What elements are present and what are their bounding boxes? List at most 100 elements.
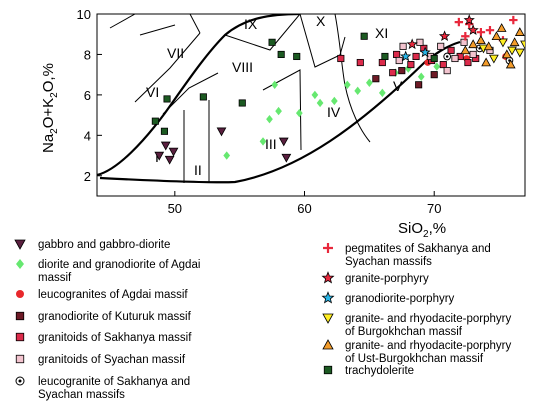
field-boundaries [97,14,461,184]
boundary-vi-vii [134,32,201,103]
data-point [509,37,520,47]
plot-frame [96,13,526,197]
boundary-viii-ix [189,14,201,34]
y-tick-label: 10 [77,7,91,22]
data-point [168,147,179,157]
data-point [337,54,345,63]
data-point [514,48,525,58]
legend-item: diorite and granodiorite of Agdai massif [16,259,200,284]
legend-label: gabbro and gabbro-diorite [38,239,170,251]
y-axis-title-part-2: 2 [49,128,60,134]
field-label-i: I [155,149,159,165]
data-point [433,62,441,71]
data-point [438,30,451,42]
data-point [163,95,171,103]
data-point [293,52,301,61]
data-point [372,75,380,83]
data-point [316,98,324,108]
data-point [278,137,289,147]
y-tick-label: 6 [84,88,91,103]
data-point [488,54,499,64]
legend: gabbro and gabbro-diorite diorite and gra… [14,239,511,401]
y-tick-label: 2 [84,169,91,184]
data-point [366,78,373,87]
legend-label: granodiorite-porphyry [345,293,455,305]
legend-item: granite- and rhyodacite-porphyry of Burgo… [322,313,511,338]
legend-marker [15,354,25,364]
data-point [501,49,512,59]
data-point [476,35,486,45]
data-point [483,41,494,51]
data-point [281,153,292,163]
data-point [451,54,459,63]
field-label-vii: VII [167,45,184,61]
data-point [496,23,507,32]
y-axis-title-part-4: 2 [49,92,60,98]
x-axis-ticks: 50 60 70 [168,191,441,216]
x-tick-label: 60 [297,201,311,216]
data-point [464,58,472,67]
data-point [360,32,368,40]
legend-item: trachydolerite [323,365,414,377]
legend-marker [15,332,25,342]
data-point [154,151,165,161]
data-point [514,27,525,36]
data-point [406,38,418,50]
boundary-vii [139,24,176,36]
field-label-viii: VIII [232,59,253,75]
legend-label: trachydolerite [345,365,414,377]
legend-item: gabbro and gabbro-diorite [14,239,170,251]
legend-marker [14,239,26,250]
data-point [416,38,424,46]
legend-item: granite- and rhyodacite-porphyry of Ust-B… [322,339,511,365]
boundary-vii-viii [162,72,219,115]
legend-marker [322,339,334,350]
data-point [259,137,267,146]
field-label-v: V [393,78,403,94]
data-point [419,46,431,58]
data-point [271,80,279,89]
data-point [509,15,518,25]
boundary-ix [109,14,136,29]
data-point [461,32,470,41]
data-point [378,88,386,98]
data-point [151,117,159,125]
data-point [412,52,420,61]
field-labels: I II III IV V VI VII VIII IX X XI [146,13,403,178]
data-point [199,93,207,101]
data-point [378,58,386,67]
field-label-ix: IX [244,16,258,32]
legend-marker [321,271,335,284]
legend-marker [323,243,333,253]
legend-marker [15,311,25,321]
data-point [160,127,168,135]
data-point [417,72,425,81]
data-point [469,50,477,58]
legend-label: leucogranite of Sakhanya and Syachan mass… [38,376,190,401]
data-point [399,42,407,50]
legend-label: leucogranites of Agdai massif [38,289,188,301]
x-axis-title-main: SiO [398,220,423,237]
field-label-iv: IV [327,104,341,120]
legend-item: granodiorite of Kuturuk massif [15,311,192,323]
field-label-xi: XI [375,25,388,41]
y-tick-label: 4 [84,128,91,143]
data-point [415,81,423,89]
data-point [467,24,479,35]
data-point [400,50,412,62]
x-axis-title: SiO2,% [398,220,446,240]
data-point [468,39,479,49]
field-label-ii: II [194,162,202,178]
boundary-ix-x [224,14,301,51]
legend-marker [323,365,333,375]
data-point [216,127,227,137]
legend-label: pegmatites of Sakhanya and Syachan massif… [345,243,491,268]
y-axis-title: Na2O+K2O,% [40,63,60,153]
data-point [520,40,525,50]
data-point [311,90,319,100]
data-point [447,46,455,54]
data-point [398,67,406,75]
field-label-vi: VI [146,84,159,100]
field-label-x: X [316,13,326,29]
